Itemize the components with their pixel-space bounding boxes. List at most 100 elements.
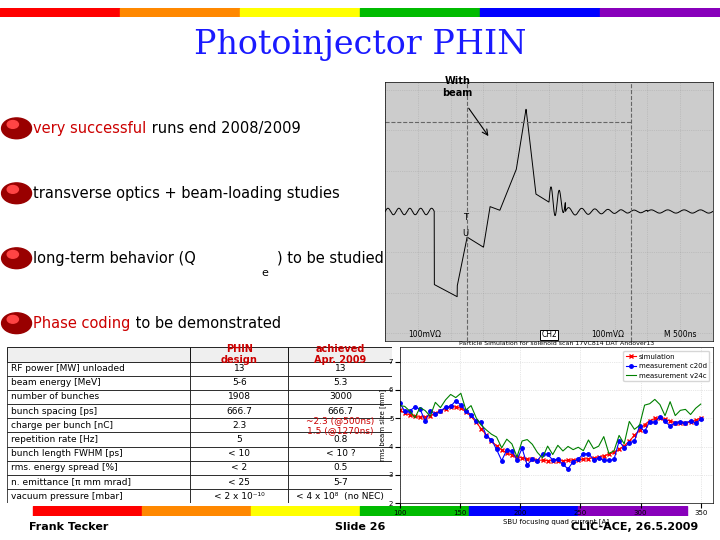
Text: < 2: < 2 (231, 463, 248, 472)
Title: Particle Simulation for solenoid scan 17VC814 DAT Andover13: Particle Simulation for solenoid scan 17… (459, 341, 654, 346)
Bar (190, 433, 289, 447)
Bar (7, 376, 190, 390)
Text: Slide 26: Slide 26 (335, 522, 385, 532)
Circle shape (7, 120, 19, 129)
Bar (0, 8, 120, 17)
Text: long-term behavior (Q: long-term behavior (Q (33, 251, 197, 266)
Bar (7, 418, 190, 433)
Line: simulation: simulation (397, 405, 703, 463)
Bar (32, 506, 142, 516)
measurement v24c (503, 436, 511, 442)
Text: n. emittance [π mm mrad]: n. emittance [π mm mrad] (11, 477, 131, 487)
Text: achieved
Apr. 2009: achieved Apr. 2009 (314, 343, 366, 365)
measurement c20d (487, 436, 496, 443)
Text: 100mVΩ: 100mVΩ (591, 330, 624, 339)
Text: charge per bunch [nC]: charge per bunch [nC] (11, 421, 113, 430)
Bar (7, 489, 190, 503)
Bar (289, 489, 392, 503)
Bar (600, 8, 720, 17)
measurement c20d (503, 447, 511, 453)
simulation (554, 457, 562, 464)
Text: With
beam: With beam (442, 76, 472, 98)
Text: vacuum pressure [mbar]: vacuum pressure [mbar] (11, 492, 122, 501)
Circle shape (1, 183, 32, 204)
Legend: simulation, measurement c20d, measurement v24c: simulation, measurement c20d, measuremen… (624, 351, 709, 381)
Circle shape (1, 313, 32, 334)
Text: ) to be studied: ) to be studied (276, 251, 384, 266)
measurement c20d (564, 465, 572, 472)
Bar (7, 475, 190, 489)
Bar (190, 390, 289, 404)
Text: < 25: < 25 (228, 477, 251, 487)
measurement c20d (446, 403, 455, 410)
simulation (446, 404, 455, 410)
measurement c20d (395, 400, 404, 406)
Bar (480, 8, 600, 17)
Bar (7, 447, 190, 461)
Line: measurement c20d: measurement c20d (398, 399, 703, 471)
Bar (289, 475, 392, 489)
Bar (251, 506, 360, 516)
Text: < 4 x 10⁸  (no NEC): < 4 x 10⁸ (no NEC) (297, 492, 384, 501)
simulation (395, 407, 404, 414)
Bar (142, 506, 251, 516)
Bar (289, 362, 392, 376)
Bar (190, 489, 289, 503)
Text: 666.7: 666.7 (328, 407, 354, 416)
simulation (696, 415, 705, 421)
Bar (7, 404, 190, 418)
Bar (190, 461, 289, 475)
Text: 5-6: 5-6 (232, 379, 247, 387)
Bar (7, 362, 190, 376)
Text: < 10: < 10 (228, 449, 251, 458)
Text: 2.3: 2.3 (232, 421, 246, 430)
measurement c20d (594, 455, 603, 462)
Circle shape (7, 186, 19, 193)
measurement v24c (487, 431, 496, 437)
Bar (289, 390, 392, 404)
Text: very successful: very successful (33, 121, 147, 136)
Bar (469, 506, 578, 516)
Text: 0.8: 0.8 (333, 435, 348, 444)
Circle shape (1, 248, 32, 269)
simulation (451, 403, 460, 410)
Text: bunch length FWHM [ps]: bunch length FWHM [ps] (11, 449, 122, 458)
Bar (7, 433, 190, 447)
Text: 5.3: 5.3 (333, 379, 348, 387)
Bar (190, 404, 289, 418)
Text: 1908: 1908 (228, 393, 251, 401)
measurement v24c (456, 390, 465, 396)
measurement c20d (477, 419, 485, 426)
Text: CLIC-ACE, 26.5.2009: CLIC-ACE, 26.5.2009 (571, 522, 698, 532)
Bar (289, 461, 392, 475)
Bar (360, 8, 480, 17)
Circle shape (1, 118, 32, 139)
measurement c20d (498, 457, 506, 464)
simulation (487, 438, 496, 444)
simulation (477, 426, 485, 432)
simulation (503, 450, 511, 456)
Text: Phase coding: Phase coding (33, 316, 131, 330)
Line: measurement v24c: measurement v24c (400, 393, 701, 458)
Text: 666.7: 666.7 (226, 407, 252, 416)
Bar (240, 8, 360, 17)
Text: to be demonstrated: to be demonstrated (131, 316, 281, 330)
Bar (289, 447, 392, 461)
Text: transverse optics + beam-loading studies: transverse optics + beam-loading studies (33, 186, 340, 201)
Bar (120, 8, 240, 17)
Bar (7, 347, 190, 362)
Text: rms. energy spread [%]: rms. energy spread [%] (11, 463, 117, 472)
Bar (7, 461, 190, 475)
Text: < 10 ?: < 10 ? (325, 449, 355, 458)
Bar (190, 347, 289, 362)
Text: runs end 2008/2009: runs end 2008/2009 (147, 121, 300, 136)
Text: bunch spacing [ps]: bunch spacing [ps] (11, 407, 97, 416)
measurement v24c (498, 444, 506, 451)
Bar (190, 362, 289, 376)
Bar (7, 390, 190, 404)
Text: Photoinjector PHIN: Photoinjector PHIN (194, 29, 526, 60)
Text: RF power [MW] unloaded: RF power [MW] unloaded (11, 364, 125, 373)
Circle shape (7, 315, 19, 323)
Text: e: e (262, 267, 269, 278)
measurement v24c (446, 391, 455, 397)
